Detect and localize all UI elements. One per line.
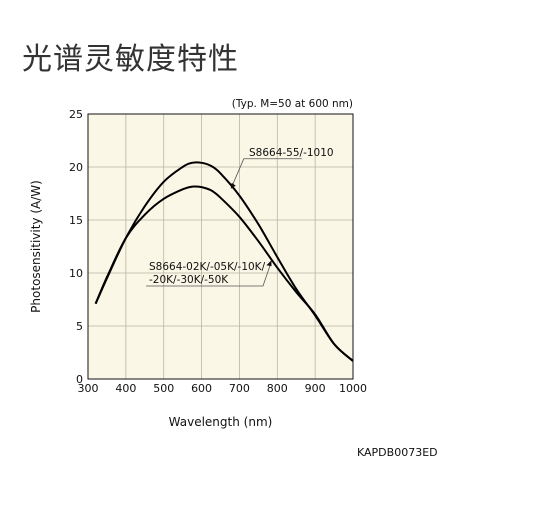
x-axis-label: Wavelength (nm): [169, 415, 273, 429]
x-tick-label: 1000: [339, 382, 367, 395]
grid: [88, 114, 353, 379]
series-line-0: [94, 161, 354, 362]
annotation-leader-line: [231, 158, 302, 187]
condition-note: (Typ. M=50 at 600 nm): [232, 98, 353, 110]
x-tick-label: 500: [153, 382, 174, 395]
plot-frame: [87, 113, 354, 380]
series-label-1-line-2: -20K/-30K/-50K: [149, 274, 229, 286]
annotation-leader-line: [146, 264, 271, 287]
x-tick-label: 800: [267, 382, 288, 395]
y-tick-label: 0: [76, 373, 83, 386]
y-tick-label: 5: [76, 320, 83, 333]
series-label-0: S8664-55/-1010: [249, 147, 334, 159]
y-tick-label: 20: [69, 161, 83, 174]
x-tick-label: 400: [115, 382, 136, 395]
x-tick-label: 600: [191, 382, 212, 395]
page-title: 光谱灵敏度特性: [22, 42, 239, 77]
plot-area: [88, 114, 353, 379]
axis-ticks: 300 400 500 600 700 800 900 1000 0 5 10 15 20 25: [69, 108, 367, 395]
annotations: S8664-55/-1010 S8664-02K/-05K/-10K/-20K/-…: [146, 147, 334, 287]
figure-code: KAPDB0073ED: [357, 446, 438, 459]
annotation-arrowhead: [266, 260, 272, 267]
series-group: [94, 161, 354, 362]
series-label-1-line-1: S8664-02K/-05K/-10K/: [149, 261, 266, 273]
y-axis-label: Photosensitivity (A/W): [29, 180, 43, 313]
series-line-1: [94, 185, 354, 362]
x-tick-label: 300: [78, 382, 99, 395]
y-tick-label: 25: [69, 108, 83, 121]
x-tick-label: 700: [229, 382, 250, 395]
y-tick-label: 10: [69, 267, 83, 280]
annotation-arrowhead: [230, 182, 236, 189]
x-tick-label: 900: [305, 382, 326, 395]
y-tick-label: 15: [69, 214, 83, 227]
